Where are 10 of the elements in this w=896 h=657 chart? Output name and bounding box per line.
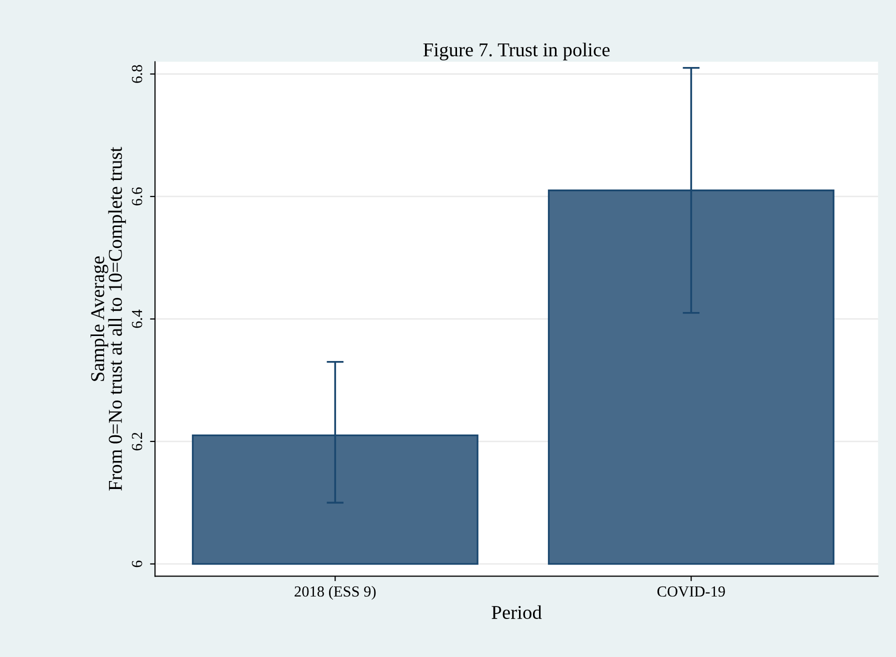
y-axis-title: Sample Average From 0=No trust at all to 10=Complete trust xyxy=(90,146,126,491)
x-tick-label: 2018 (ESS 9) xyxy=(294,586,376,600)
x-axis-title: Period xyxy=(492,605,542,620)
y-tick-label: 6.6 xyxy=(132,187,142,206)
y-tick-label: 6 xyxy=(132,560,142,568)
y-tick-label: 6.2 xyxy=(132,432,142,450)
chart-title: Figure 7. Trust in police xyxy=(423,42,610,60)
y-tick-label: 6.8 xyxy=(132,65,142,83)
x-tick-label: COVID-19 xyxy=(657,586,725,597)
y-tick-label: 6.4 xyxy=(132,310,142,328)
